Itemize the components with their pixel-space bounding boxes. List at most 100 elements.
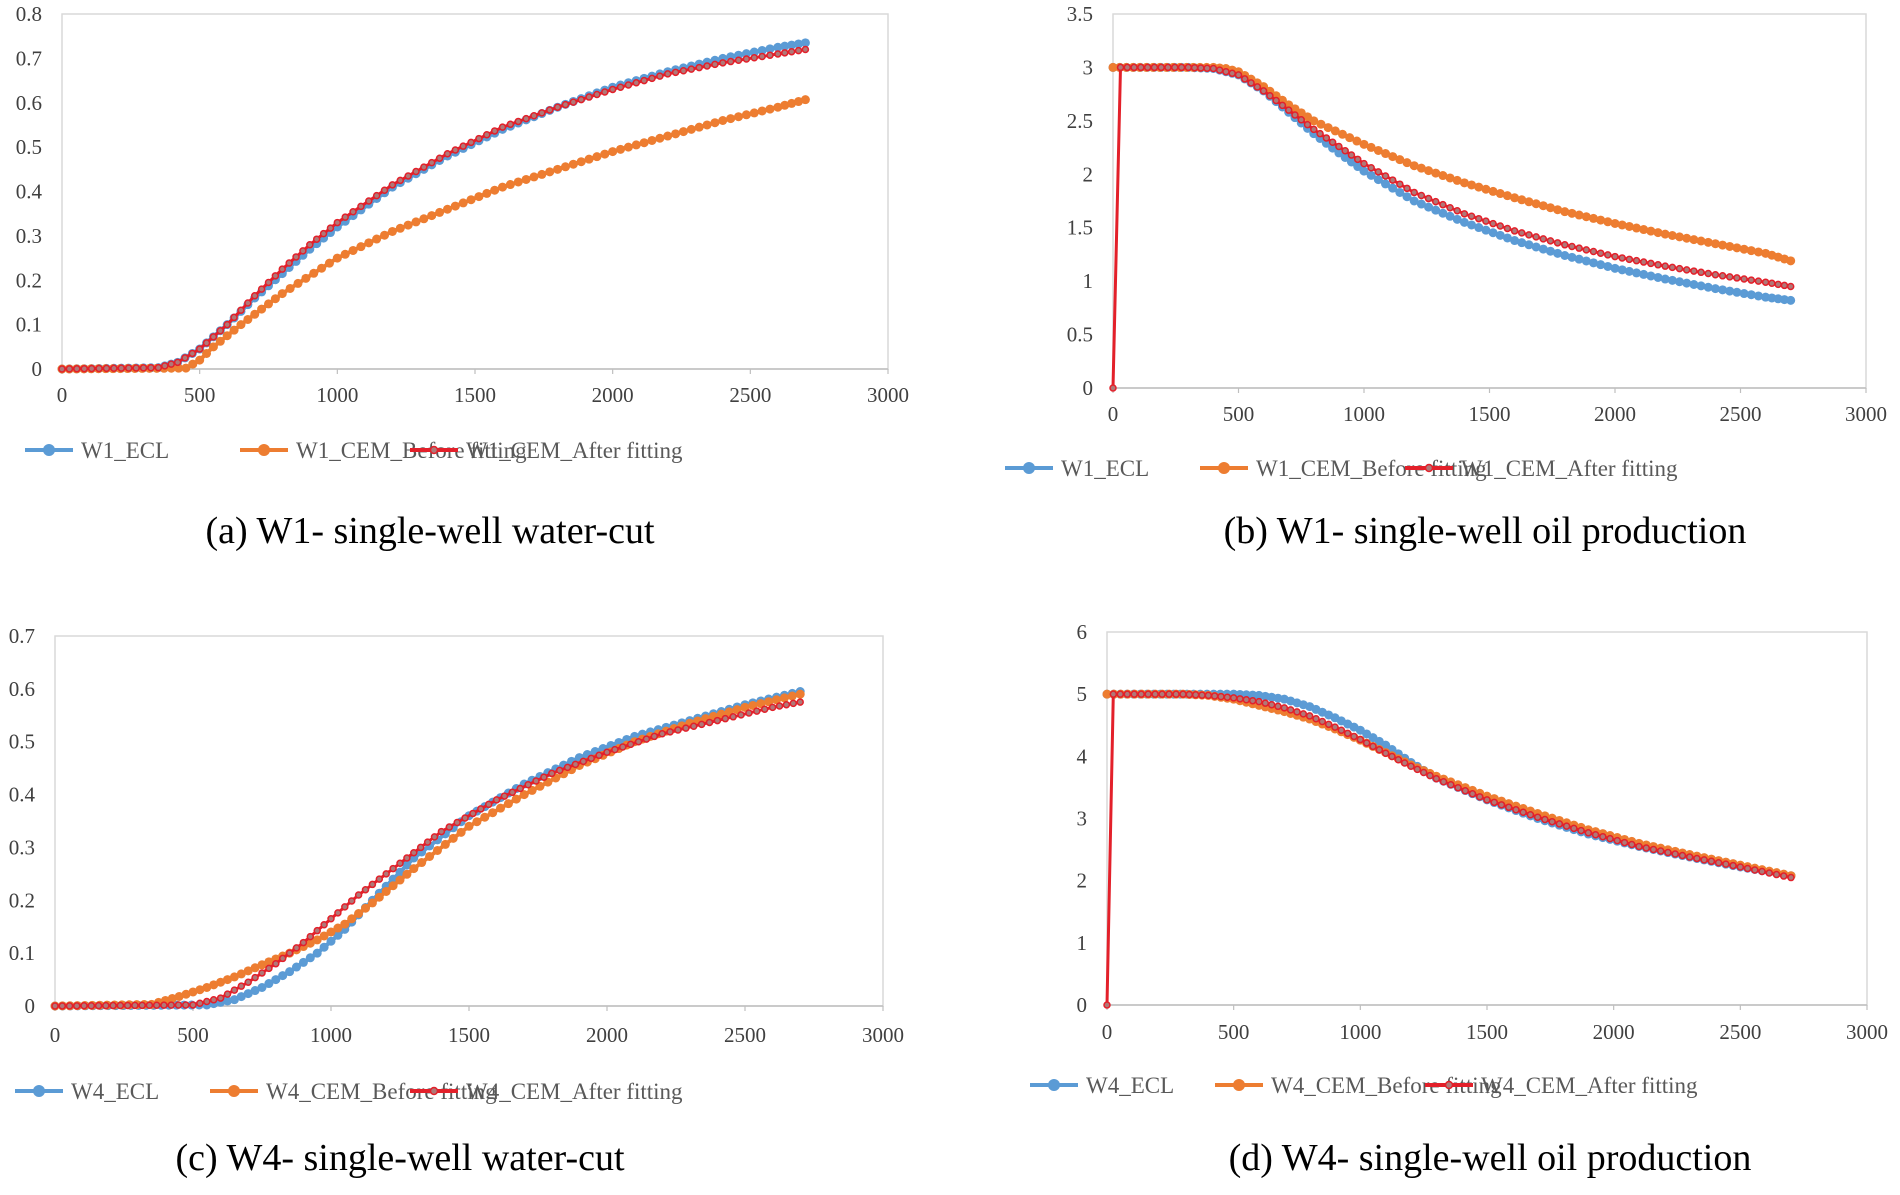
data-point bbox=[432, 845, 442, 855]
data-point bbox=[427, 211, 437, 221]
data-point bbox=[1424, 194, 1433, 203]
data-point bbox=[703, 62, 711, 70]
data-point bbox=[631, 140, 641, 150]
data-point bbox=[469, 809, 477, 818]
data-point bbox=[1710, 239, 1720, 249]
data-point bbox=[1517, 195, 1527, 205]
panel-caption: (a) W1- single-well water-cut bbox=[205, 510, 655, 552]
data-point bbox=[579, 757, 588, 766]
data-point bbox=[595, 751, 603, 760]
data-point bbox=[145, 1001, 154, 1010]
data-point bbox=[569, 98, 578, 106]
data-point bbox=[1603, 261, 1613, 271]
data-point bbox=[237, 982, 246, 990]
data-point bbox=[1725, 286, 1735, 296]
data-point bbox=[87, 364, 96, 373]
legend-marker bbox=[33, 1085, 45, 1097]
y-tick-label: 3 bbox=[1083, 55, 1094, 79]
data-point bbox=[666, 728, 674, 736]
panel-caption: (b) W1- single-well oil production bbox=[1224, 510, 1747, 552]
data-point bbox=[1431, 168, 1441, 178]
data-point bbox=[1596, 215, 1606, 225]
data-point bbox=[1548, 817, 1556, 826]
data-point bbox=[305, 938, 315, 948]
data-point bbox=[623, 142, 633, 152]
data-point bbox=[364, 238, 374, 248]
data-point bbox=[634, 737, 643, 746]
data-point bbox=[1710, 284, 1720, 294]
y-tick-label: 0.5 bbox=[9, 730, 35, 754]
data-point bbox=[1316, 119, 1326, 129]
data-point bbox=[1217, 692, 1225, 701]
data-point bbox=[181, 363, 191, 373]
data-point bbox=[516, 784, 525, 793]
data-point bbox=[475, 134, 483, 143]
data-point bbox=[243, 314, 253, 324]
data-point bbox=[292, 962, 301, 972]
data-point bbox=[1482, 217, 1490, 225]
data-point bbox=[299, 938, 308, 947]
data-point bbox=[403, 220, 413, 230]
data-point bbox=[1431, 197, 1440, 206]
data-point bbox=[1690, 267, 1698, 275]
data-point bbox=[686, 124, 696, 134]
data-point bbox=[466, 195, 476, 205]
data-point bbox=[1682, 233, 1692, 243]
data-point bbox=[527, 785, 537, 795]
data-point bbox=[1109, 690, 1118, 698]
series-after bbox=[51, 698, 804, 1010]
data-point bbox=[285, 967, 295, 977]
data-point bbox=[459, 142, 467, 150]
data-point bbox=[395, 867, 405, 877]
data-point bbox=[1740, 275, 1748, 283]
data-point bbox=[250, 986, 260, 996]
data-point bbox=[203, 997, 211, 1006]
data-point bbox=[380, 186, 389, 194]
data-point bbox=[277, 289, 287, 299]
data-point bbox=[1454, 784, 1462, 792]
data-point bbox=[1116, 690, 1125, 698]
data-point bbox=[500, 792, 509, 800]
x-tick-label: 500 bbox=[177, 1023, 209, 1047]
data-point bbox=[1758, 867, 1766, 876]
data-point bbox=[1417, 191, 1426, 200]
data-point bbox=[1284, 106, 1293, 114]
data-point bbox=[1541, 815, 1549, 824]
data-point bbox=[1733, 274, 1741, 282]
data-point bbox=[689, 722, 698, 730]
data-point bbox=[524, 781, 532, 789]
data-point bbox=[292, 253, 300, 261]
data-point bbox=[223, 975, 232, 985]
data-point bbox=[94, 1001, 103, 1010]
data-point bbox=[1761, 278, 1770, 286]
legend-entry-ecl: W1_ECL bbox=[25, 438, 169, 463]
data-point bbox=[1204, 691, 1213, 700]
data-point bbox=[1241, 75, 1249, 83]
data-point bbox=[1366, 170, 1376, 180]
data-point bbox=[734, 112, 744, 122]
data-point bbox=[1725, 241, 1735, 251]
legend-entry-after: W4_CEM_After fitting bbox=[410, 1079, 683, 1104]
data-point bbox=[740, 702, 750, 712]
data-point bbox=[1191, 691, 1200, 699]
data-point bbox=[138, 1001, 146, 1010]
data-point bbox=[1678, 851, 1687, 860]
data-point bbox=[258, 969, 266, 977]
legend-marker bbox=[1218, 462, 1230, 474]
data-point bbox=[1488, 186, 1498, 196]
data-point bbox=[167, 1001, 175, 1009]
series-ecl bbox=[57, 38, 810, 374]
data-point bbox=[1611, 252, 1619, 261]
data-point bbox=[772, 695, 782, 705]
data-point bbox=[1689, 235, 1699, 245]
data-point bbox=[388, 181, 397, 189]
data-point bbox=[87, 1001, 96, 1010]
data-point bbox=[796, 698, 804, 706]
data-point bbox=[694, 122, 704, 132]
data-point bbox=[215, 336, 225, 346]
data-point bbox=[1780, 281, 1789, 290]
data-point bbox=[1359, 166, 1369, 176]
data-point bbox=[1539, 235, 1548, 243]
data-point bbox=[1468, 790, 1477, 798]
data-point bbox=[1331, 723, 1339, 731]
